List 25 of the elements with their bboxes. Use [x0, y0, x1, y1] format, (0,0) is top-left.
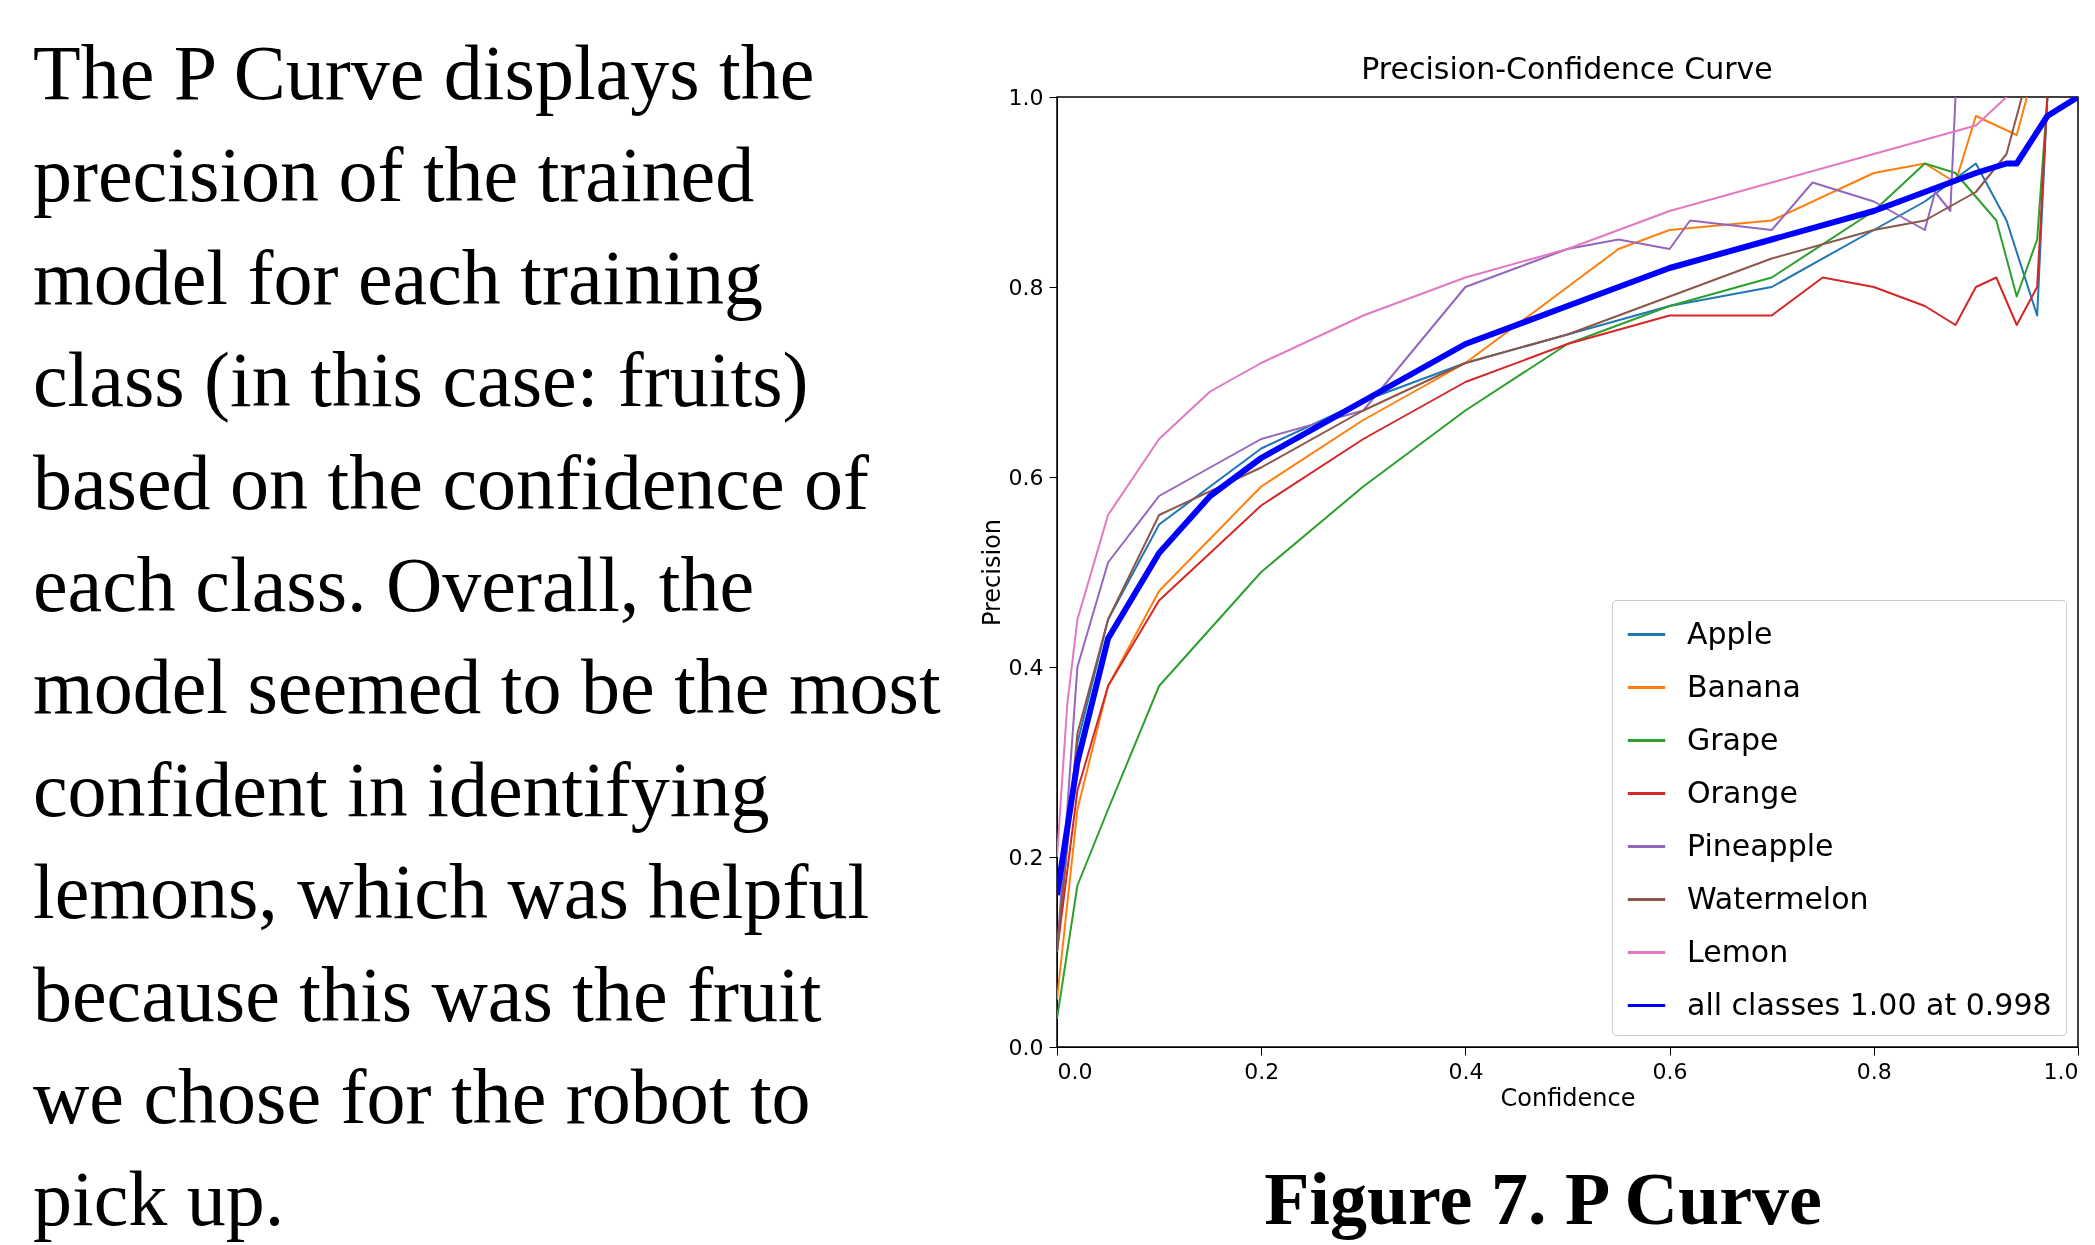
- legend-label: Banana: [1687, 668, 1801, 704]
- x-tick-label: 1.0: [2043, 1058, 2079, 1084]
- y-tick-label: 0.8: [1008, 274, 1044, 300]
- y-tick-label: 0.6: [1008, 464, 1044, 490]
- legend-label: Watermelon: [1687, 880, 1869, 916]
- legend-label: all classes 1.00 at 0.998: [1687, 986, 2052, 1022]
- y-axis-title: Precision: [977, 518, 1006, 627]
- x-axis-title: Confidence: [1500, 1083, 1636, 1112]
- legend-label: Pineapple: [1687, 827, 1834, 863]
- y-tick-label: 0.4: [1008, 654, 1044, 680]
- legend-label: Apple: [1687, 615, 1773, 651]
- x-tick-label: 0.2: [1244, 1058, 1280, 1084]
- y-tick-label: 0.2: [1008, 844, 1044, 870]
- x-tick-label: 0.0: [1057, 1058, 1093, 1084]
- legend-label: Orange: [1687, 774, 1798, 810]
- caption: Figure 7. P Curve: [1264, 1158, 1822, 1240]
- y-tick-label: 0.0: [1008, 1034, 1044, 1060]
- y-tick-label: 1.0: [1008, 84, 1044, 110]
- text: The P Curve displays the precision of the trained model for each training class (in this case: fruits) based on the confidence of each class. Overall, the model seemed to be the most confident in identifying lemons, which was helpful because this was the fruit we chose for the robot to pick up.: [33, 29, 941, 1243]
- legend-label: Lemon: [1687, 933, 1789, 969]
- x-tick-label: 0.8: [1856, 1058, 1892, 1084]
- x-tick-label: 0.6: [1652, 1058, 1688, 1084]
- x-tick-label: 0.4: [1448, 1058, 1484, 1084]
- chart-title: Precision-Confidence Curve: [1361, 51, 1773, 86]
- legend-label: Grape: [1687, 721, 1779, 757]
